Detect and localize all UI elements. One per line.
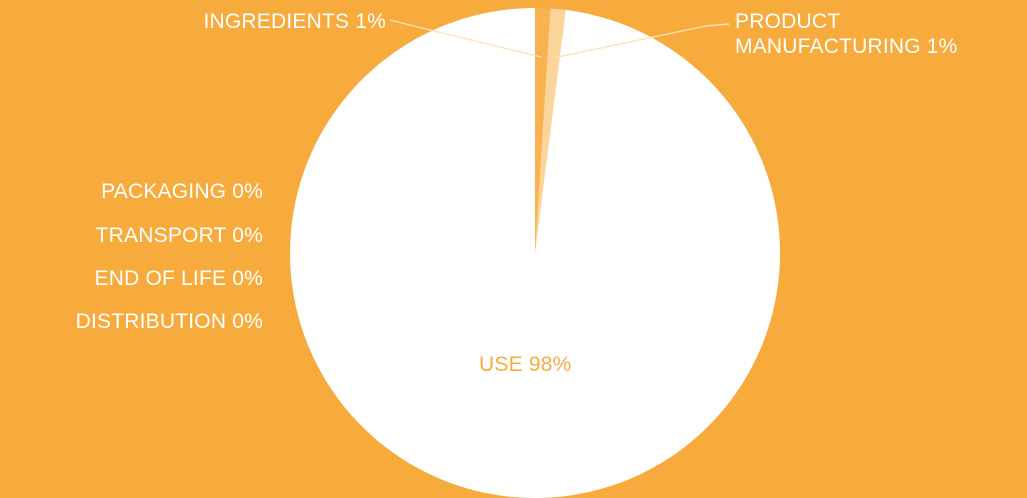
label-end-of-life: END OF LIFE 0% — [94, 267, 263, 290]
leader-line-product-manufacturing-a — [705, 23, 730, 27]
label-distribution: DISTRIBUTION 0% — [75, 310, 263, 333]
leader-line-product-manufacturing-b — [553, 25, 707, 59]
slice-product-manufacturing — [535, 8, 566, 254]
pie-slices — [290, 7, 781, 498]
label-product-manufacturing-line-1: PRODUCT — [735, 10, 841, 33]
label-product-manufacturing-line-2: MANUFACTURING 1% — [735, 35, 958, 58]
label-transport: TRANSPORT 0% — [95, 224, 263, 247]
slice-ingredients — [535, 7, 551, 253]
label-product-manufacturing: PRODUCT MANUFACTURING 1% — [735, 9, 958, 59]
leader-line-ingredients-a — [389, 19, 415, 27]
label-ingredients: INGREDIENTS 1% — [203, 10, 386, 33]
label-packaging: PACKAGING 0% — [101, 180, 263, 203]
leader-line-ingredients-b — [413, 25, 542, 58]
label-use: USE 98% — [479, 353, 572, 376]
slice-use — [290, 8, 781, 498]
leader-lines — [389, 19, 730, 59]
